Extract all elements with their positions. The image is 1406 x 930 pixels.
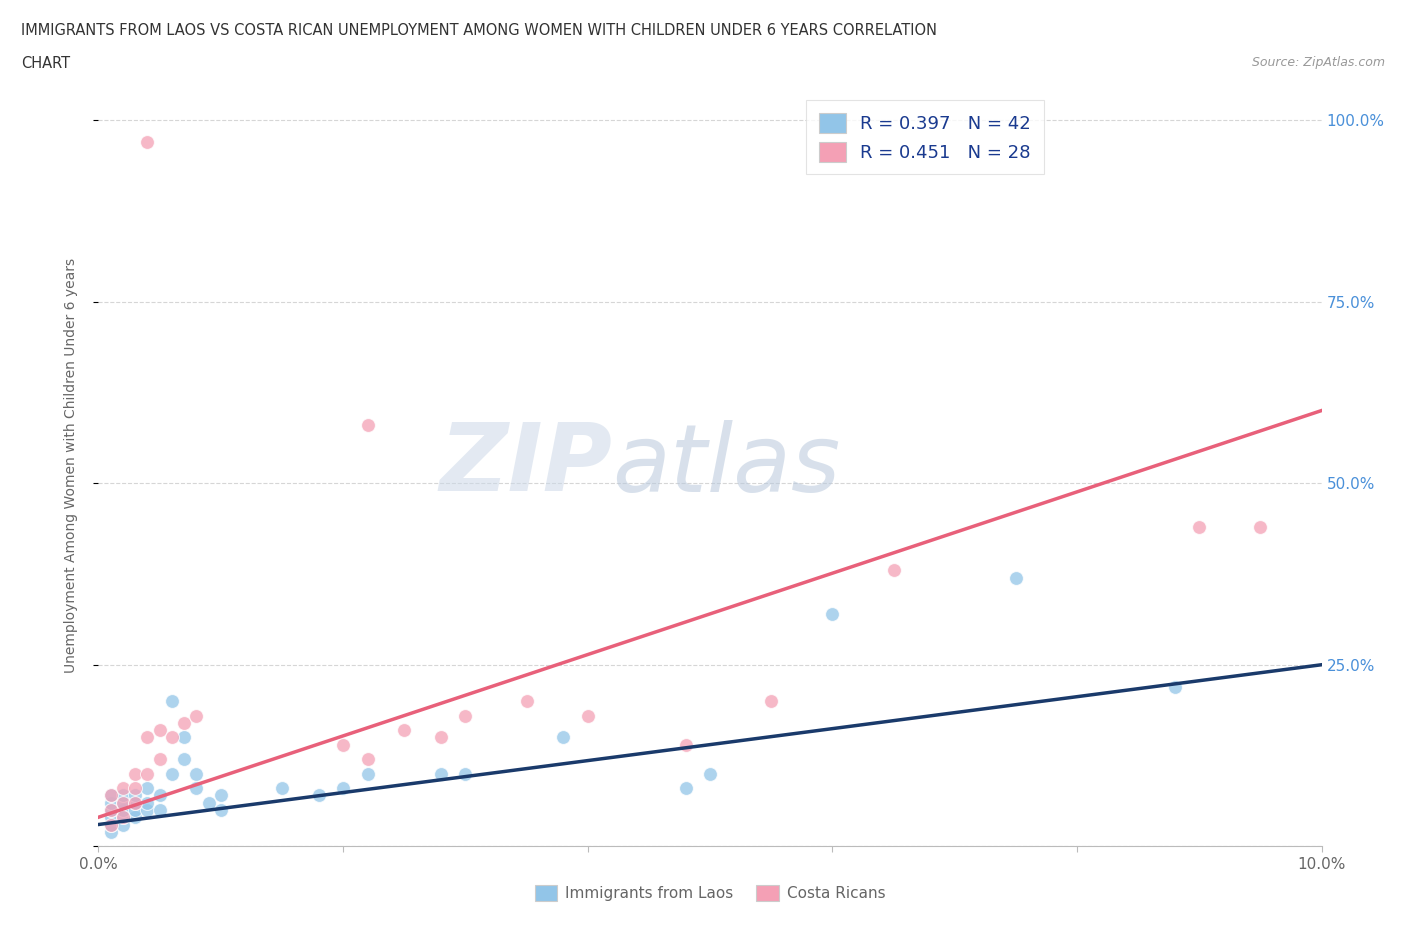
Point <box>111 788 134 803</box>
Point <box>136 730 159 745</box>
Point <box>149 803 172 817</box>
Point <box>124 781 146 796</box>
Text: atlas: atlas <box>612 419 841 511</box>
Point <box>173 751 195 766</box>
Point <box>430 766 453 781</box>
Text: CHART: CHART <box>21 56 70 71</box>
Point <box>430 730 453 745</box>
Point <box>1188 519 1211 534</box>
Text: IMMIGRANTS FROM LAOS VS COSTA RICAN UNEMPLOYMENT AMONG WOMEN WITH CHILDREN UNDER: IMMIGRANTS FROM LAOS VS COSTA RICAN UNEM… <box>21 23 936 38</box>
Point <box>454 708 477 723</box>
Point <box>100 817 122 832</box>
Point <box>883 563 905 578</box>
Point <box>100 824 122 839</box>
Point <box>149 751 172 766</box>
Point <box>270 781 292 796</box>
Point <box>516 694 538 709</box>
Point <box>136 766 159 781</box>
Point <box>111 817 134 832</box>
Point <box>136 795 159 810</box>
Point <box>136 134 159 149</box>
Point <box>759 694 782 709</box>
Point <box>100 788 122 803</box>
Point <box>1164 679 1187 694</box>
Point <box>111 803 134 817</box>
Point <box>356 766 378 781</box>
Point <box>149 723 172 737</box>
Point <box>111 810 134 825</box>
Point <box>124 795 146 810</box>
Point <box>675 737 697 752</box>
Point <box>186 766 208 781</box>
Y-axis label: Unemployment Among Women with Children Under 6 years: Unemployment Among Women with Children U… <box>63 258 77 672</box>
Point <box>100 788 122 803</box>
Point <box>553 730 575 745</box>
Text: Source: ZipAtlas.com: Source: ZipAtlas.com <box>1251 56 1385 69</box>
Point <box>576 708 599 723</box>
Point <box>100 817 122 832</box>
Text: ZIP: ZIP <box>439 419 612 511</box>
Point <box>821 606 844 621</box>
Point <box>186 781 208 796</box>
Point <box>124 788 146 803</box>
Point <box>136 803 159 817</box>
Point <box>173 715 195 730</box>
Point <box>675 781 697 796</box>
Point <box>111 810 134 825</box>
Point <box>308 788 330 803</box>
Point <box>124 810 146 825</box>
Point <box>454 766 477 781</box>
Point <box>100 810 122 825</box>
Point <box>100 803 122 817</box>
Point <box>356 751 378 766</box>
Point <box>124 766 146 781</box>
Point <box>392 723 416 737</box>
Point <box>149 788 172 803</box>
Point <box>111 795 134 810</box>
Point <box>197 795 219 810</box>
Point <box>124 795 146 810</box>
Point <box>209 803 232 817</box>
Point <box>160 694 183 709</box>
Point <box>160 766 183 781</box>
Point <box>332 781 354 796</box>
Point <box>111 795 134 810</box>
Point <box>100 803 122 817</box>
Point <box>160 730 183 745</box>
Point <box>1004 570 1026 585</box>
Point <box>356 418 378 432</box>
Point <box>209 788 232 803</box>
Point <box>124 803 146 817</box>
Point <box>332 737 354 752</box>
Point <box>1249 519 1271 534</box>
Point <box>186 708 208 723</box>
Point <box>136 781 159 796</box>
Point <box>111 781 134 796</box>
Legend: Immigrants from Laos, Costa Ricans: Immigrants from Laos, Costa Ricans <box>529 879 891 908</box>
Point <box>100 795 122 810</box>
Point <box>699 766 721 781</box>
Point <box>173 730 195 745</box>
